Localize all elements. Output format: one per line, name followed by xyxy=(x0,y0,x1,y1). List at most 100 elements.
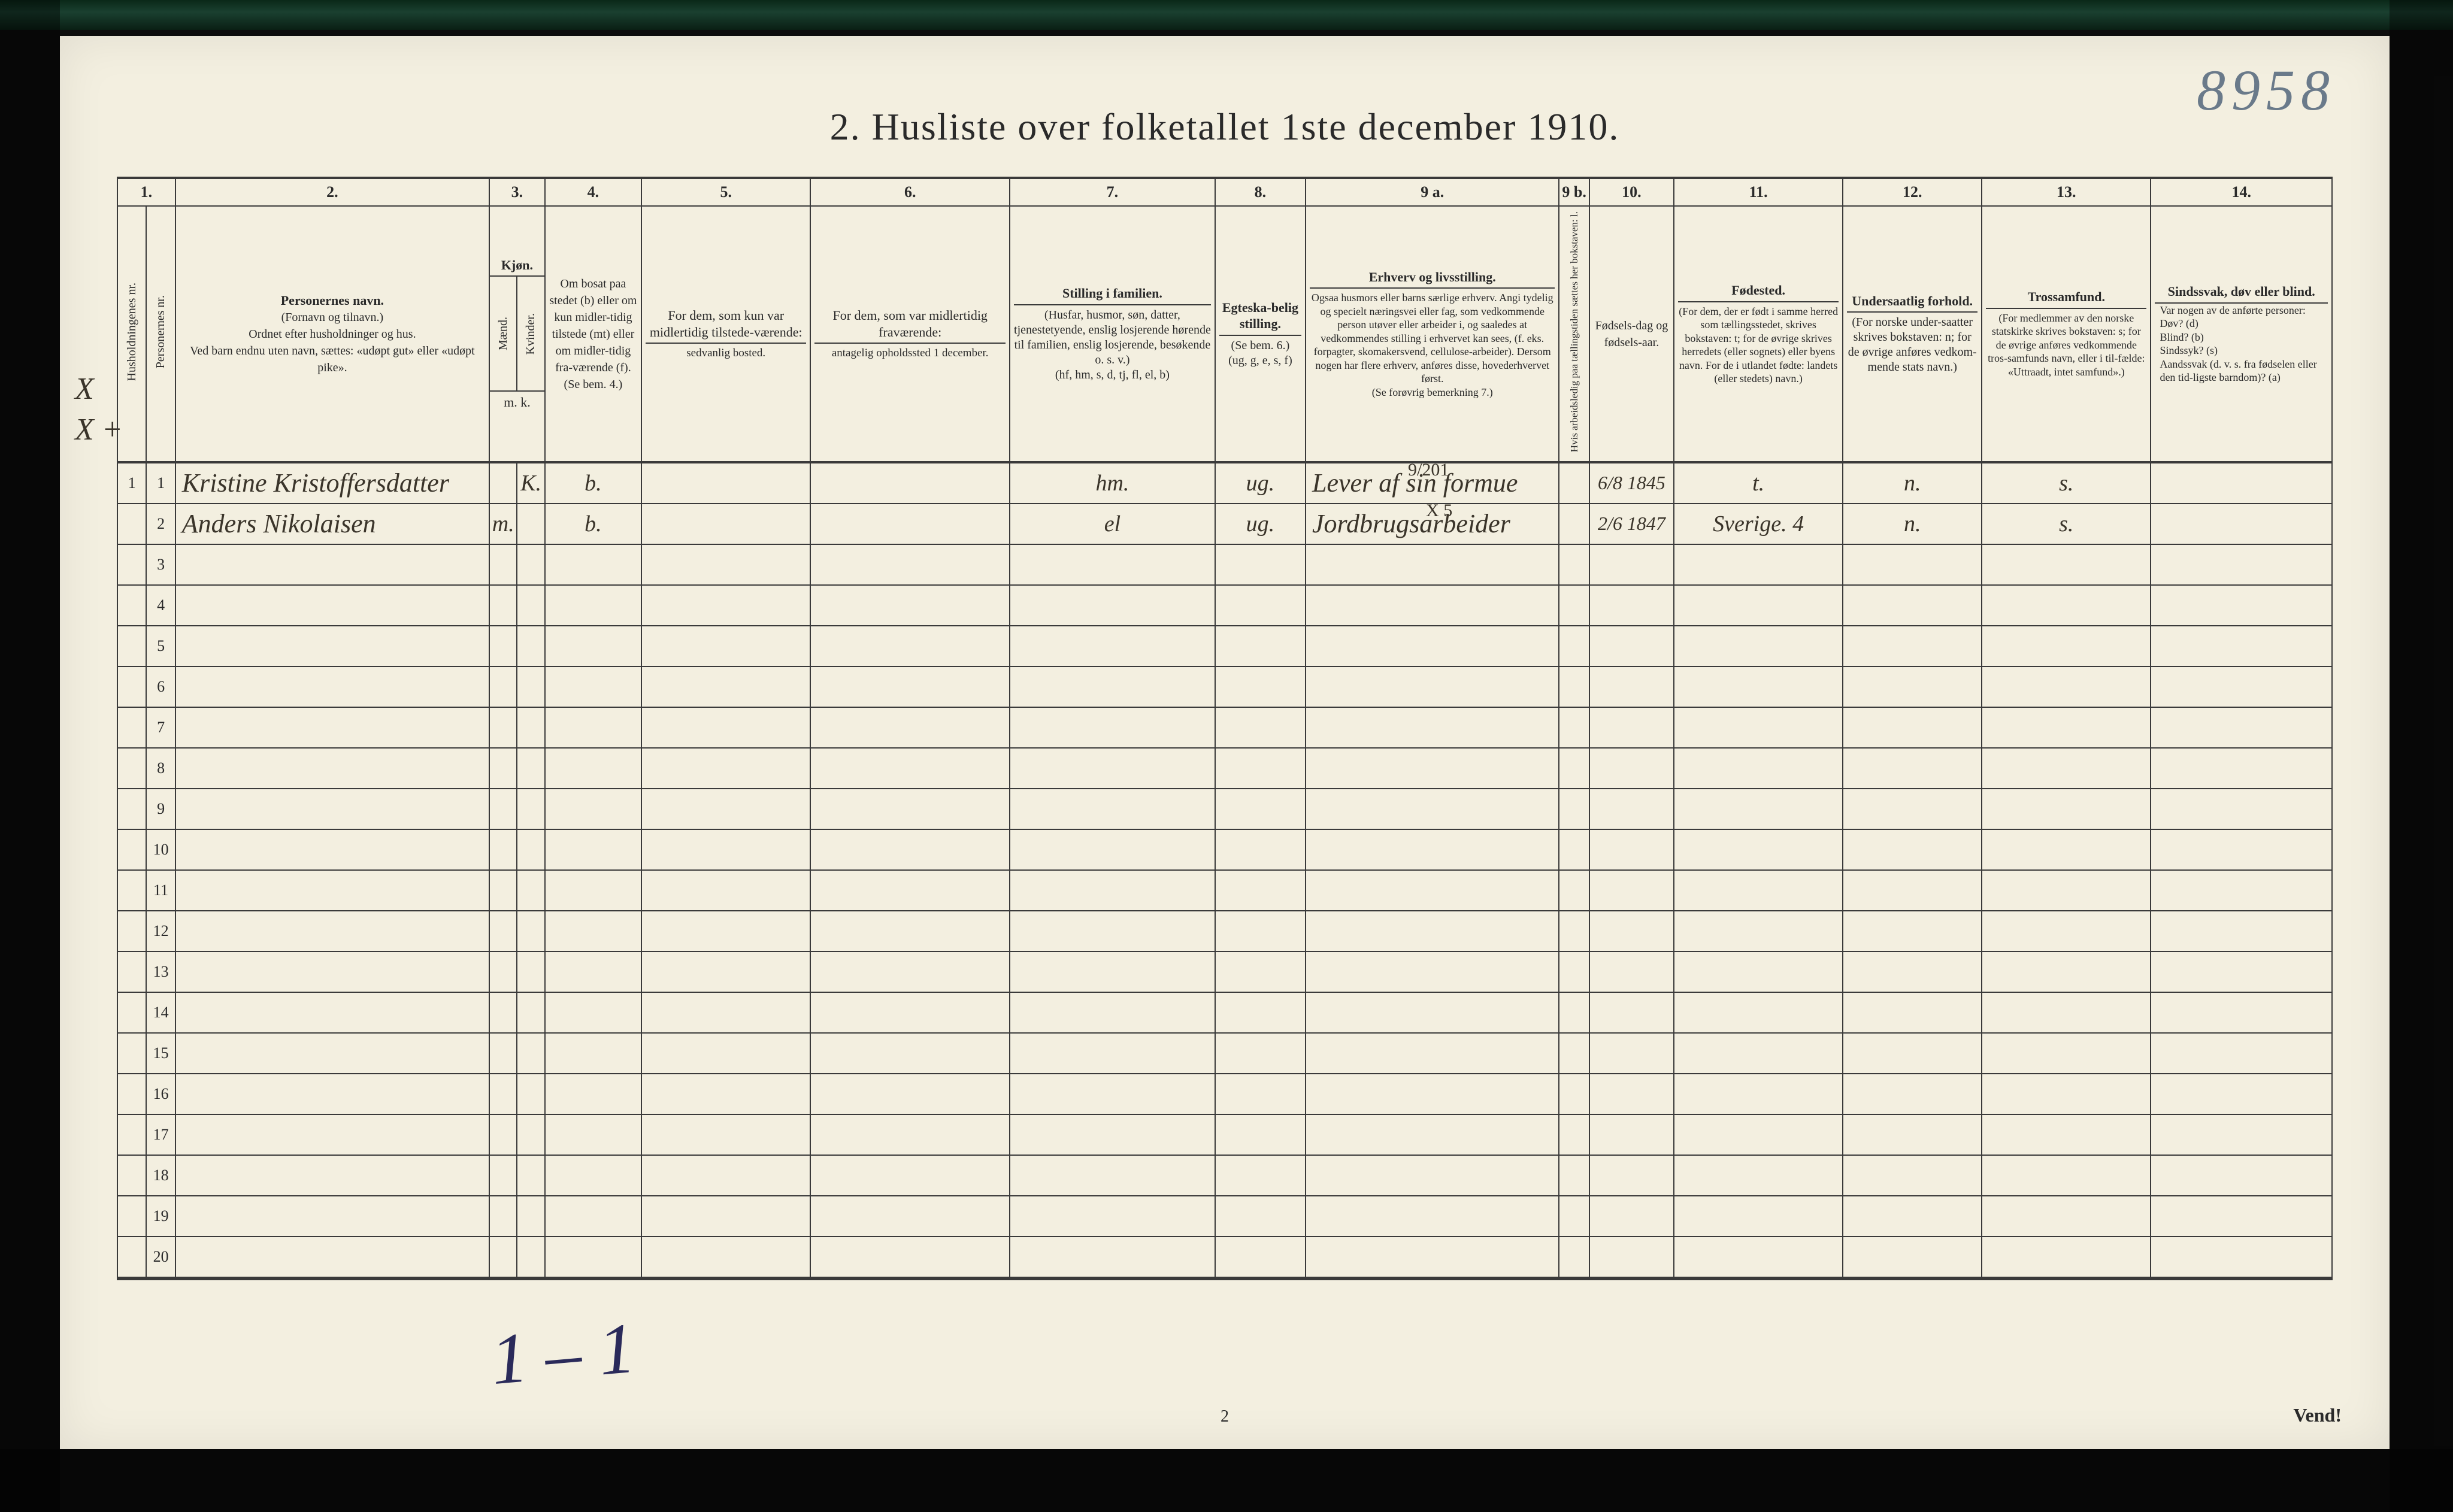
hdr-name: Personernes navn. (Fornavn og tilnavn.) … xyxy=(175,206,489,462)
cell-nationality: n. xyxy=(1843,504,1982,544)
cell-sex-k xyxy=(517,504,544,544)
hdr-unemployed: Hvis arbeidsledig paa tællingstiden sætt… xyxy=(1559,206,1589,462)
cell-birthplace: t. xyxy=(1674,462,1843,504)
table-row: 9 xyxy=(117,789,2332,829)
cell-marital: ug. xyxy=(1215,504,1306,544)
hdr-temp-absent: For dem, som var midlertidig fraværende:… xyxy=(810,206,1010,462)
cell-disability xyxy=(2151,504,2332,544)
cell-c6 xyxy=(641,504,810,544)
scan-edge-left xyxy=(0,0,60,1512)
cell-pn: 10 xyxy=(146,829,175,870)
table-row: 11 xyxy=(117,870,2332,911)
cell-pn: 20 xyxy=(146,1237,175,1277)
column-number-row: 1. 2. 3. 4. 5. 6. 7. 8. 9 a. 9 b. 10. 11… xyxy=(117,179,2332,206)
table-row: 20 xyxy=(117,1237,2332,1277)
cell-pn: 19 xyxy=(146,1196,175,1237)
cell-residence: b. xyxy=(545,462,641,504)
cell-faith: s. xyxy=(1982,462,2151,504)
margin-mark-row1: X xyxy=(75,371,94,407)
cell-pn: 9 xyxy=(146,789,175,829)
cell-pn: 7 xyxy=(146,707,175,748)
cell-9b xyxy=(1559,462,1589,504)
cell-name: Kristine Kristoffersdatter xyxy=(175,462,489,504)
hdr-disability: Sindssvak, døv eller blind. Var nogen av… xyxy=(2151,206,2332,462)
hdr-occupation: Erhverv og livsstilling. Ogsaa husmors e… xyxy=(1306,206,1559,462)
scanner-top-bar xyxy=(0,0,2453,30)
cell-pn: 12 xyxy=(146,911,175,952)
table-row: 8 xyxy=(117,748,2332,789)
hdr-temp-present: For dem, som kun var midlertidig tilsted… xyxy=(641,206,810,462)
table-row: 13 xyxy=(117,952,2332,992)
paper-sheet: 8958 2. Husliste over folketallet 1ste d… xyxy=(60,36,2390,1449)
colnum-8: 8. xyxy=(1215,179,1306,206)
colnum-2: 2. xyxy=(175,179,489,206)
table-row: 2 Anders Nikolaisen m. b. el ug. X 5 Jor… xyxy=(117,504,2332,544)
cell-disability xyxy=(2151,462,2332,504)
colnum-7: 7. xyxy=(1010,179,1215,206)
table-row: 4 xyxy=(117,585,2332,626)
colnum-6: 6. xyxy=(810,179,1010,206)
table-row: 18 xyxy=(117,1155,2332,1196)
cell-family-pos: hm. xyxy=(1010,462,1215,504)
colnum-11: 11. xyxy=(1674,179,1843,206)
cell-hh xyxy=(117,504,146,544)
cell-birthplace: Sverige. 4 xyxy=(1674,504,1843,544)
cell-birth: 2/6 1847 xyxy=(1589,504,1674,544)
cell-name: Anders Nikolaisen xyxy=(175,504,489,544)
cell-pn: 16 xyxy=(146,1074,175,1114)
colnum-9a: 9 a. xyxy=(1306,179,1559,206)
table-row: 10 xyxy=(117,829,2332,870)
footer-page-number: 2 xyxy=(1221,1407,1229,1426)
margin-mark-row2: X + xyxy=(75,412,123,447)
hdr-faith: Trossamfund. (For medlemmer av den norsk… xyxy=(1982,206,2151,462)
cell-hh: 1 xyxy=(117,462,146,504)
cell-pn: 15 xyxy=(146,1033,175,1074)
cell-c6 xyxy=(641,462,810,504)
cell-pn: 14 xyxy=(146,992,175,1033)
occupation-overwrite: 9/201 xyxy=(1408,460,1449,480)
table-row: 16 xyxy=(117,1074,2332,1114)
table-row: 6 xyxy=(117,666,2332,707)
cell-pn: 3 xyxy=(146,544,175,585)
cell-marital: ug. xyxy=(1215,462,1306,504)
cell-pn: 8 xyxy=(146,748,175,789)
table-row: 15 xyxy=(117,1033,2332,1074)
cell-c7 xyxy=(810,462,1010,504)
colnum-5: 5. xyxy=(641,179,810,206)
cell-9b xyxy=(1559,504,1589,544)
table-row: 14 xyxy=(117,992,2332,1033)
cell-pn: 1 xyxy=(146,462,175,504)
cell-faith: s. xyxy=(1982,504,2151,544)
hdr-nationality: Undersaatlig forhold. (For norske under-… xyxy=(1843,206,1982,462)
cell-pn: 4 xyxy=(146,585,175,626)
cell-pn: 2 xyxy=(146,504,175,544)
cell-pn: 5 xyxy=(146,626,175,666)
cell-residence: b. xyxy=(545,504,641,544)
form-title: 2. Husliste over folketallet 1ste decemb… xyxy=(60,105,2390,149)
colnum-9b: 9 b. xyxy=(1559,179,1589,206)
cell-sex-m xyxy=(489,462,517,504)
colnum-10: 10. xyxy=(1589,179,1674,206)
occupation-overwrite: X 5 xyxy=(1426,501,1452,521)
footer-vend: Vend! xyxy=(2293,1404,2342,1426)
colnum-14: 14. xyxy=(2151,179,2332,206)
colnum-4: 4. xyxy=(545,179,641,206)
cell-nationality: n. xyxy=(1843,462,1982,504)
cell-c7 xyxy=(810,504,1010,544)
hdr-birthplace: Fødested. (For dem, der er født i samme … xyxy=(1674,206,1843,462)
cell-pn: 17 xyxy=(146,1114,175,1155)
table-row: 3 xyxy=(117,544,2332,585)
table-row: 17 xyxy=(117,1114,2332,1155)
table-row: 12 xyxy=(117,911,2332,952)
table-row: 19 xyxy=(117,1196,2332,1237)
scan-frame: 8958 2. Husliste over folketallet 1ste d… xyxy=(0,0,2453,1512)
table-row: 7 xyxy=(117,707,2332,748)
table-row: 1 1 Kristine Kristoffersdatter K. b. hm.… xyxy=(117,462,2332,504)
scan-edge-right xyxy=(2390,0,2453,1512)
cell-pn: 18 xyxy=(146,1155,175,1196)
cell-pn: 13 xyxy=(146,952,175,992)
cell-family-pos: el xyxy=(1010,504,1215,544)
colnum-13: 13. xyxy=(1982,179,2151,206)
cell-pn: 6 xyxy=(146,666,175,707)
cell-occupation: X 5 Jordbrugsarbeider xyxy=(1306,504,1559,544)
